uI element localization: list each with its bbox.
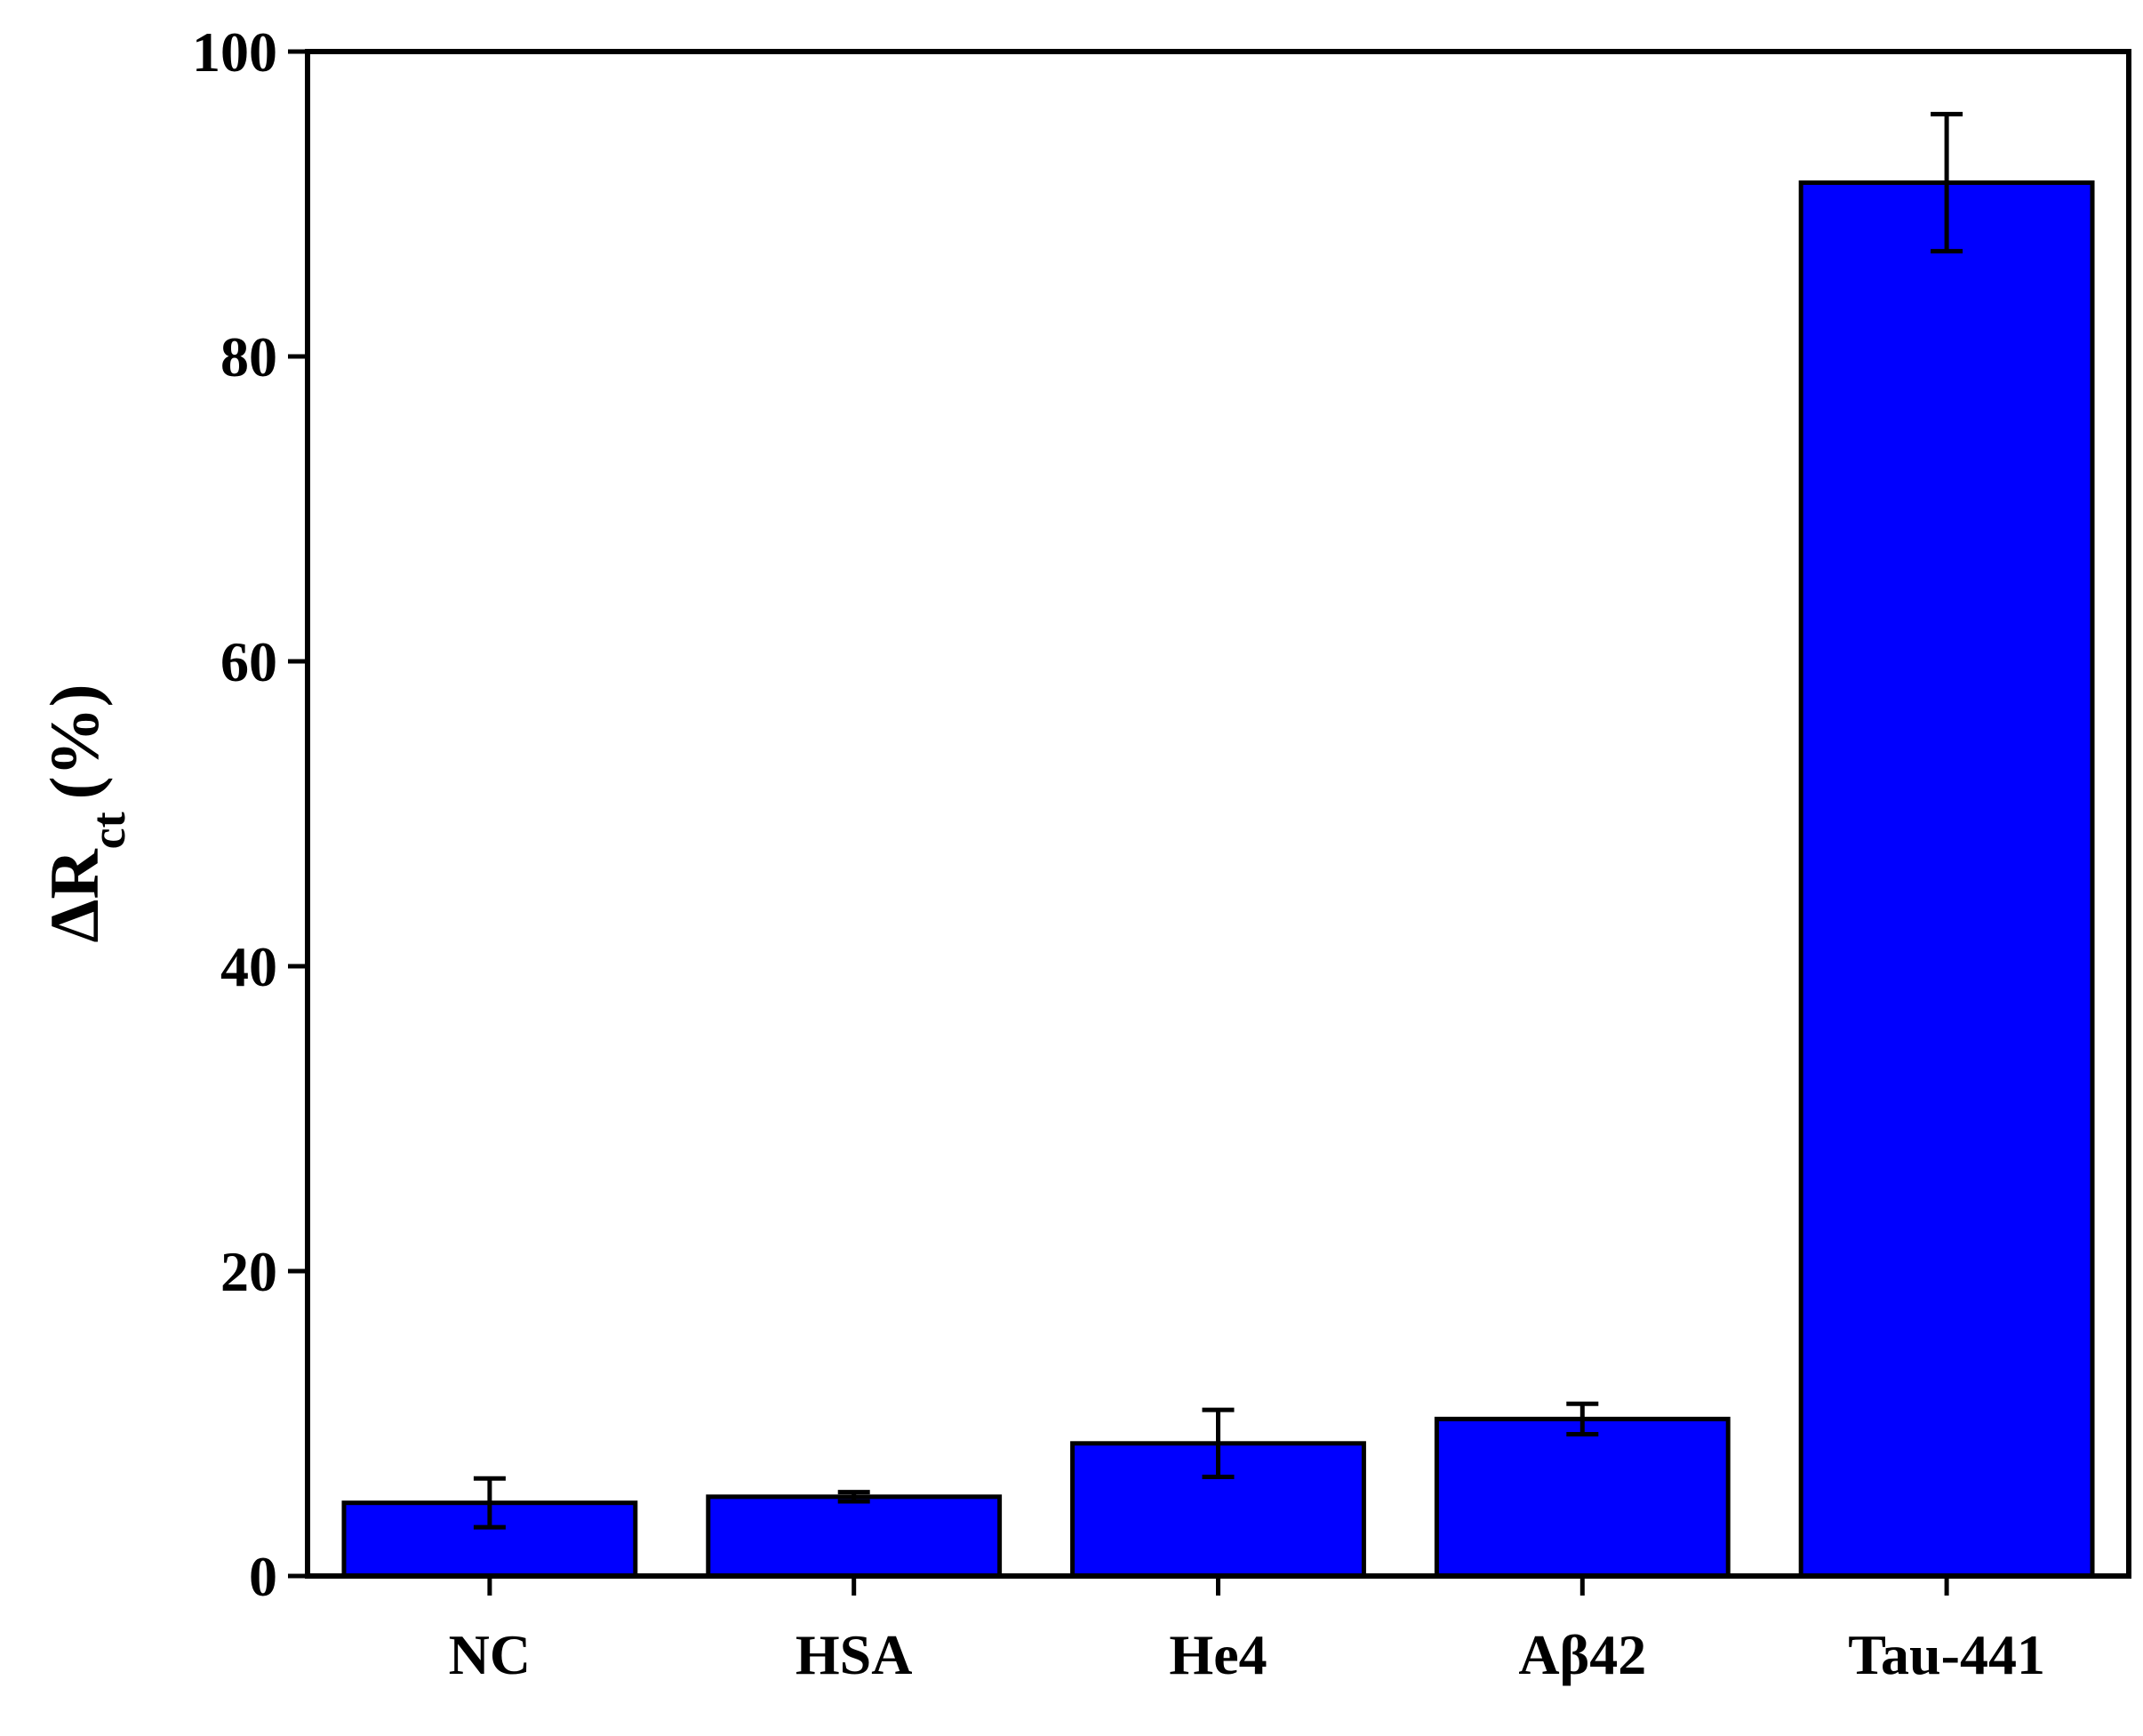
y-axis-label: ΔRct(%) [36, 684, 135, 942]
x-tick-label: HSA [796, 1623, 913, 1686]
x-tick-label: Tau-441 [1848, 1623, 2045, 1686]
y-tick-label: 60 [220, 630, 277, 693]
y-tick-label: 20 [220, 1240, 277, 1303]
y-tick-label: 80 [220, 325, 277, 388]
bar [1798, 180, 2095, 1579]
plot-frame [305, 49, 2131, 1579]
bar [1434, 1416, 1731, 1579]
y-tick-label: 0 [249, 1545, 277, 1608]
y-tick-label: 40 [220, 935, 277, 998]
bar [706, 1494, 1003, 1579]
x-tick-label: NC [449, 1623, 531, 1686]
x-tick-label: Aβ42 [1518, 1623, 1646, 1686]
y-tick-label: 100 [192, 20, 277, 84]
x-tick-label: He4 [1169, 1623, 1267, 1686]
